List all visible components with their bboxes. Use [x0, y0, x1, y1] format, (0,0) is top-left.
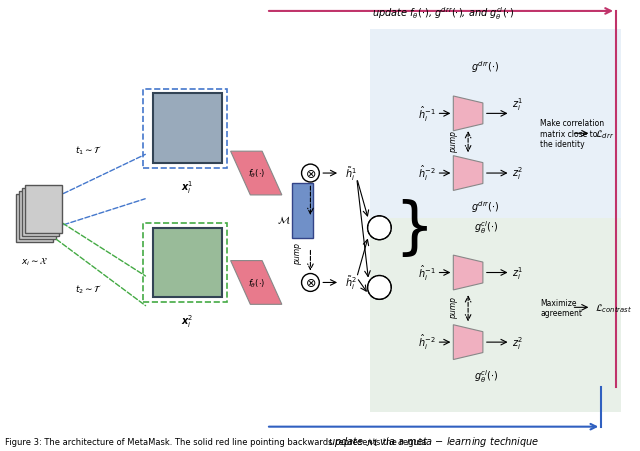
Text: $f_\theta(\cdot)$: $f_\theta(\cdot)$: [248, 167, 265, 180]
Text: Make correlation
matrix close to
the identity: Make correlation matrix close to the ide…: [540, 119, 604, 149]
Text: Maximize
agreement: Maximize agreement: [540, 298, 582, 318]
Text: $z_i^2$: $z_i^2$: [513, 334, 524, 351]
FancyBboxPatch shape: [153, 94, 221, 164]
Text: $\hat{h}_i^{-2}$: $\hat{h}_i^{-2}$: [418, 332, 435, 352]
Text: update $f_\theta(\cdot)$, $g^{drr}(\cdot)$, and $g_\theta^{cl}(\cdot)$: update $f_\theta(\cdot)$, $g^{drr}(\cdot…: [372, 5, 515, 22]
Text: $\otimes$: $\otimes$: [305, 167, 316, 180]
Text: $g_\theta^{cl}(\cdot)$: $g_\theta^{cl}(\cdot)$: [474, 367, 498, 384]
Text: $\mathcal{L}_{drr}$: $\mathcal{L}_{drr}$: [595, 128, 614, 140]
Text: update $\mathcal{M}$ via a meta $-$ learning technique: update $\mathcal{M}$ via a meta $-$ lear…: [328, 434, 540, 448]
FancyBboxPatch shape: [292, 184, 314, 238]
Circle shape: [367, 216, 391, 240]
Text: $z_i^1$: $z_i^1$: [513, 96, 524, 113]
Text: pump: pump: [449, 297, 458, 318]
FancyBboxPatch shape: [16, 194, 53, 242]
Text: $\otimes$: $\otimes$: [305, 276, 316, 289]
Polygon shape: [453, 156, 483, 191]
Text: Figure 3: The architecture of MetaMask. The solid red line pointing backwards re: Figure 3: The architecture of MetaMask. …: [5, 437, 426, 446]
Text: $f_\theta(\cdot)$: $f_\theta(\cdot)$: [248, 276, 265, 289]
FancyBboxPatch shape: [19, 192, 56, 239]
Polygon shape: [453, 256, 483, 290]
Polygon shape: [453, 97, 483, 132]
Circle shape: [301, 274, 319, 292]
Text: $t_1 \sim \mathcal{T}$: $t_1 \sim \mathcal{T}$: [75, 144, 102, 156]
Circle shape: [301, 165, 319, 183]
Text: $z_i^1$: $z_i^1$: [513, 265, 524, 281]
FancyBboxPatch shape: [24, 185, 62, 233]
Text: pump: pump: [293, 242, 302, 264]
Text: $\hat{h}_i^{-2}$: $\hat{h}_i^{-2}$: [418, 164, 435, 183]
Text: $\tilde{h}_i^1$: $\tilde{h}_i^1$: [345, 165, 357, 183]
Text: }: }: [394, 198, 434, 258]
Text: $\boldsymbol{x}_i^1$: $\boldsymbol{x}_i^1$: [181, 179, 193, 195]
Text: $\hat{h}_i^{-1}$: $\hat{h}_i^{-1}$: [418, 263, 435, 282]
Text: $g^{drr}(\cdot)$: $g^{drr}(\cdot)$: [472, 60, 500, 75]
FancyBboxPatch shape: [369, 30, 621, 223]
Text: $\tilde{h}_i^2$: $\tilde{h}_i^2$: [345, 274, 356, 292]
Text: $g^{drr}(\cdot)$: $g^{drr}(\cdot)$: [472, 198, 500, 214]
Text: $\mathcal{M}$: $\mathcal{M}$: [277, 213, 291, 225]
FancyBboxPatch shape: [22, 189, 59, 236]
Text: $g_\theta^{cl}(\cdot)$: $g_\theta^{cl}(\cdot)$: [474, 218, 498, 235]
Text: $\boldsymbol{x}_i^2$: $\boldsymbol{x}_i^2$: [181, 313, 193, 329]
FancyBboxPatch shape: [153, 228, 221, 298]
FancyBboxPatch shape: [369, 218, 621, 412]
Text: $z_i^2$: $z_i^2$: [513, 165, 524, 182]
Text: $x_i \sim \mathcal{X}$: $x_i \sim \mathcal{X}$: [21, 255, 48, 267]
Polygon shape: [230, 152, 282, 195]
Polygon shape: [453, 325, 483, 360]
Text: $\hat{h}_i^{-1}$: $\hat{h}_i^{-1}$: [418, 104, 435, 124]
Polygon shape: [230, 261, 282, 305]
Text: $t_2 \sim \mathcal{T}$: $t_2 \sim \mathcal{T}$: [75, 283, 102, 295]
Text: pump: pump: [449, 131, 458, 153]
Circle shape: [367, 276, 391, 300]
Text: $\mathcal{L}_{contrast}$: $\mathcal{L}_{contrast}$: [595, 301, 632, 314]
